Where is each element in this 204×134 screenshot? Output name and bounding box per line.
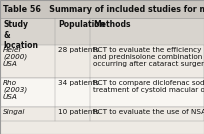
Text: Singal: Singal	[3, 109, 26, 115]
Bar	[0, 107, 204, 121]
Text: Rho
(2003)
USA: Rho (2003) USA	[3, 80, 27, 100]
Text: 10 patients: 10 patients	[58, 109, 99, 115]
Text: Study
&
location: Study & location	[3, 20, 38, 50]
Text: Table 56   Summary of included studies for managing cysto: Table 56 Summary of included studies for…	[3, 5, 204, 14]
Text: Heier
(2000)
USA: Heier (2000) USA	[3, 47, 27, 67]
Bar	[0, 0, 204, 18]
Text: RCT to evaluate the use of NSAIDs and steroid: RCT to evaluate the use of NSAIDs and st…	[93, 109, 204, 115]
Bar	[0, 78, 204, 107]
Text: Population: Population	[58, 20, 105, 29]
Bar	[0, 45, 204, 78]
Text: 34 patients: 34 patients	[58, 80, 99, 86]
Text: Methods: Methods	[93, 20, 130, 29]
Text: 28 patients: 28 patients	[58, 47, 99, 53]
Bar	[0, 18, 204, 45]
Text: RCT to evaluate the efficiency of ketorolac tron
and prednisolone combination th: RCT to evaluate the efficiency of ketoro…	[93, 47, 204, 67]
Text: RCT to compare diclofenac sodium solution an
treatment of cystoid macular oedema: RCT to compare diclofenac sodium solutio…	[93, 80, 204, 93]
